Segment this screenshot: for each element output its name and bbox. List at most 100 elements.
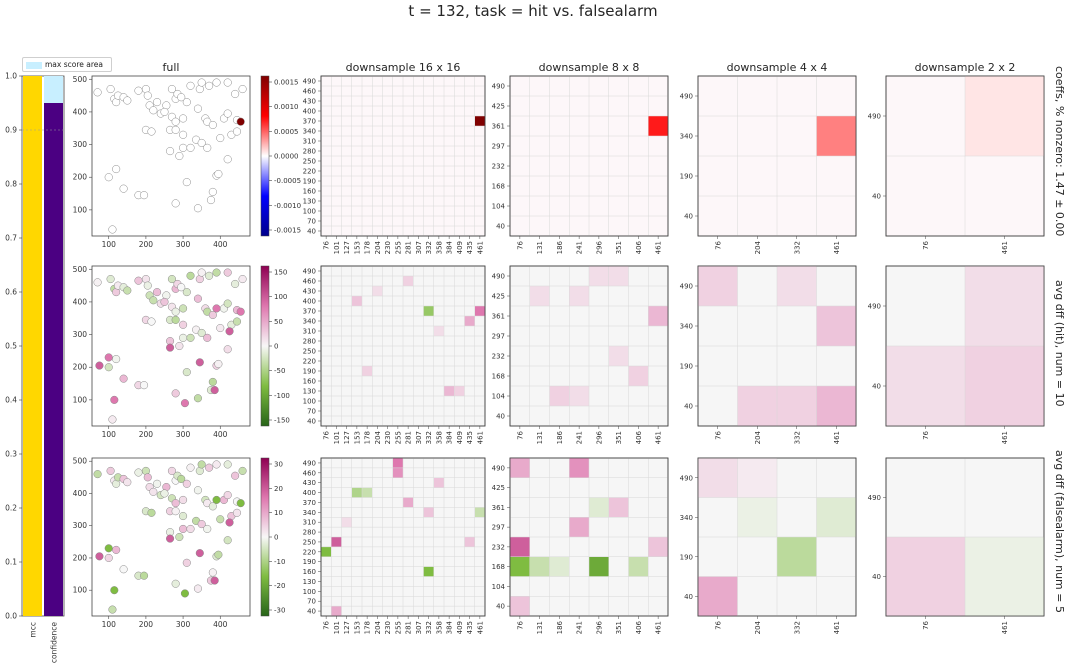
heatmap-xtick-label: 435 <box>466 431 474 444</box>
heatmap-cell <box>464 316 475 326</box>
scatter-point <box>177 283 186 292</box>
scatter-point <box>203 143 212 152</box>
figure-title: t = 132, task = hit vs. falsealarm <box>408 2 658 20</box>
scatter-point <box>223 155 232 164</box>
scatter-point <box>232 508 242 517</box>
heatmap-cell <box>474 306 485 316</box>
scatter-point <box>123 286 132 295</box>
heatmap-xtick-label: 76 <box>323 240 331 249</box>
heatmap-cell <box>392 467 403 478</box>
heatmap-ytick-label: 168 <box>492 373 505 381</box>
heatmap-ytick-label: 130 <box>303 198 316 206</box>
scatter-point-highlight <box>166 534 175 543</box>
heatmap-ytick-label: 490 <box>492 273 505 281</box>
heatmap-cell <box>777 266 817 306</box>
heatmap-frame <box>320 457 486 617</box>
scatter-point <box>106 275 115 284</box>
heatmap-ytick-label: 310 <box>303 519 316 527</box>
scatter-point <box>108 415 117 424</box>
scatter-point-highlight <box>166 343 175 352</box>
scatter-point <box>208 502 217 511</box>
heatmap-ytick-label: 297 <box>492 333 505 341</box>
scatter-point <box>108 225 117 234</box>
scatter-ytick-label: 200 <box>73 173 88 182</box>
scatter-point <box>212 78 221 87</box>
scatter-point <box>186 524 195 533</box>
heatmap-xtick-label: 296 <box>595 240 603 254</box>
legend: max score area <box>22 57 112 72</box>
scatter-point <box>134 468 143 477</box>
heatmap-ytick-label: 297 <box>492 524 505 532</box>
scatter-point-highlight <box>210 386 219 395</box>
scatter-point <box>119 565 128 574</box>
scatter-point <box>177 93 186 102</box>
scatter-point <box>223 345 232 354</box>
heatmap-ytick-label: 430 <box>303 288 316 296</box>
heatmap-xtick-label: 409 <box>456 621 464 634</box>
heatmap-cell <box>331 606 342 616</box>
scatter-point <box>139 571 149 580</box>
heatmap-ytick-label: 190 <box>680 173 693 181</box>
heatmap-xtick-label: 281 <box>405 241 413 254</box>
bar-ytick-label: 0.1 <box>5 558 17 567</box>
scatter-point <box>112 545 121 554</box>
heatmap-cell <box>965 537 1044 616</box>
heatmap-cell <box>589 266 609 286</box>
scatter-point <box>223 460 232 469</box>
heatmap-xtick-label: 281 <box>405 431 413 444</box>
scatter-ytick-label: 300 <box>73 521 88 530</box>
heatmap-xtick-label: 101 <box>333 621 341 634</box>
heatmap-ytick-label: 361 <box>492 504 505 512</box>
heatmap-ytick-label: 40 <box>496 413 505 421</box>
heatmap-ytick-label: 40 <box>307 418 316 426</box>
bar-xtick-label: confidence <box>50 622 59 663</box>
heatmap-cell <box>529 286 550 306</box>
scatter-point <box>179 143 188 152</box>
scatter-ytick-label: 500 <box>73 75 88 84</box>
heatmap-cell <box>392 458 403 468</box>
heatmap-cell <box>423 566 434 577</box>
heatmap-cell <box>510 556 530 577</box>
heatmap-xtick-label: 384 <box>446 620 454 634</box>
heatmap-xtick-label: 204 <box>754 620 762 634</box>
scatter-point <box>197 78 206 87</box>
heatmap-ytick-label: 232 <box>492 163 505 171</box>
heatmap-ytick-label: 490 <box>680 283 693 291</box>
heatmap-cell <box>965 76 1044 156</box>
scatter-point <box>186 81 195 90</box>
heatmap-cell <box>569 458 589 478</box>
heatmap-ytick-label: 430 <box>303 479 316 487</box>
heatmap-ytick-label: 361 <box>492 123 505 131</box>
scatter-point <box>104 363 113 372</box>
heatmap-cell <box>403 497 414 508</box>
scatter-point-highlight <box>104 353 113 362</box>
colorbar-tick-label: -150 <box>274 417 290 425</box>
heatmap-ytick-label: 220 <box>303 358 316 366</box>
heatmap-xtick-label: 76 <box>516 240 524 249</box>
scatter-point-highlight <box>180 589 189 598</box>
scatter-point-highlight <box>195 549 204 558</box>
scatter-point <box>193 394 203 403</box>
heatmap-ytick-label: 310 <box>303 138 316 146</box>
heatmap-ytick-label: 70 <box>307 218 316 226</box>
scatter-point-highlight <box>195 358 204 367</box>
heatmap-xtick-label: 76 <box>516 620 524 629</box>
heatmap-ytick-label: 370 <box>303 308 316 316</box>
scatter-point <box>193 104 203 113</box>
heatmap-ytick-label: 425 <box>492 484 505 492</box>
heatmap-xtick-label: 131 <box>536 621 544 634</box>
scatter-xtick-label: 400 <box>213 240 228 249</box>
heatmap-frame <box>697 457 857 617</box>
colorbar-tick-label: 30 <box>274 461 283 469</box>
scatter-point <box>167 85 176 94</box>
bar-ytick-label: 1.0 <box>5 72 17 81</box>
column-title-8: downsample 8 x 8 <box>538 61 640 74</box>
heatmap-ytick-label: 400 <box>303 298 316 306</box>
legend-label: max score area <box>45 60 103 69</box>
bar-ytick-label: 0.9 <box>5 126 17 135</box>
heatmap-cell <box>362 366 373 376</box>
heatmap-cell <box>433 477 444 488</box>
scatter-point <box>139 191 149 200</box>
column-title-full: full <box>162 61 180 74</box>
scatter-point <box>179 130 188 139</box>
